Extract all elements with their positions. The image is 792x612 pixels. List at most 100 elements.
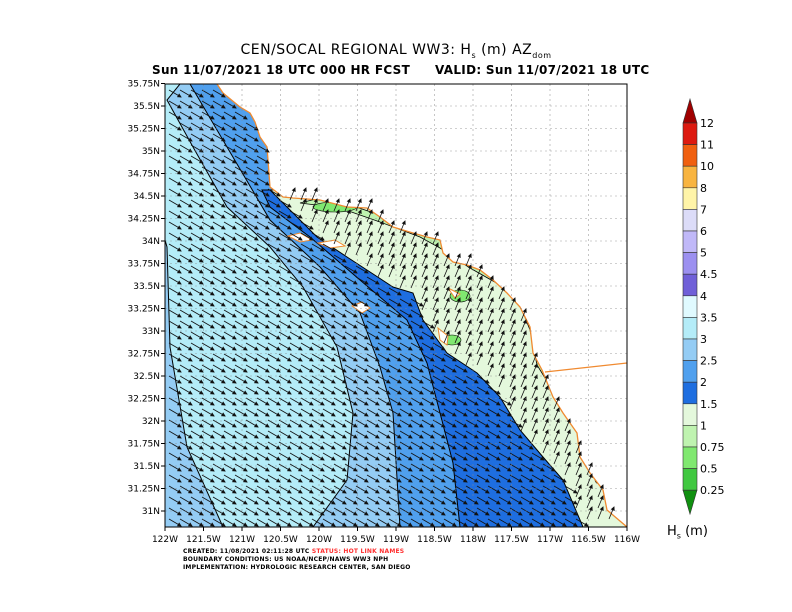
arrow-head [308, 368, 314, 373]
arrow-head [209, 401, 215, 406]
arrow-head [209, 445, 215, 450]
arrow-head [506, 423, 512, 428]
arrow-head [286, 346, 292, 351]
arrow-head [423, 286, 428, 291]
arrow-head [363, 313, 369, 318]
arrow-head [297, 214, 303, 219]
arrow-head [264, 203, 270, 208]
arrow-head [187, 346, 193, 351]
arrow-head [407, 412, 413, 417]
arrow-head [242, 390, 248, 395]
colorbar-box [682, 381, 698, 405]
arrow-head [341, 390, 347, 395]
arrow-head [291, 187, 296, 192]
arrow-head [319, 511, 325, 516]
arrow-head [253, 379, 259, 384]
arrow-head [379, 220, 384, 225]
arrow-head [308, 247, 314, 252]
arrow-head [407, 401, 413, 406]
arrow-head [478, 319, 483, 324]
arrow-head [368, 209, 373, 214]
lat-label: 35N [142, 147, 160, 157]
arrow-head [363, 522, 369, 527]
arrow-head [187, 269, 193, 274]
arrow-head [176, 522, 182, 527]
arrow-head [231, 247, 237, 252]
arrow-head [198, 137, 204, 142]
arrow-head [429, 478, 435, 483]
arrow-head [429, 423, 435, 428]
arrow-head [231, 302, 237, 307]
arrow-head [484, 412, 490, 417]
arrow-head [462, 423, 468, 428]
arrow-head [363, 500, 369, 505]
arrow-head [242, 115, 248, 120]
arrow-head [462, 511, 468, 516]
arrow-head [297, 434, 303, 439]
title-domain: dom [532, 50, 552, 60]
arrow-head [242, 489, 248, 494]
arrow-head [385, 489, 391, 494]
arrow-head [264, 434, 270, 439]
arrow-head [302, 198, 307, 203]
arrow-head [176, 500, 182, 505]
arrow-head [187, 225, 193, 230]
arrow-head [220, 412, 226, 417]
arrow-head [242, 214, 248, 219]
arrow-head [242, 203, 248, 208]
arrow-head [385, 478, 391, 483]
arrow-head [297, 280, 303, 285]
arrow-head [374, 401, 380, 406]
arrow-head [286, 522, 292, 527]
lat-label: 34.5N [133, 192, 160, 202]
arrow-head [297, 467, 303, 472]
arrow-head [423, 253, 428, 258]
arrow-head [264, 159, 270, 164]
arrow-head [286, 324, 292, 329]
colorbar-level-label: 8 [700, 182, 707, 195]
arrow-head [264, 302, 270, 307]
arrow-head [495, 467, 501, 472]
arrow-head [577, 451, 582, 456]
arrow-head [209, 137, 215, 142]
arrow-head [286, 258, 292, 263]
arrow-head [330, 269, 336, 274]
arrow-head [187, 445, 193, 450]
arrow-head [220, 192, 226, 197]
arrow-head [456, 286, 461, 291]
title-text: CEN/SOCAL REGIONAL WW3: H [240, 42, 472, 58]
arrow-head [429, 390, 435, 395]
arrow-head [550, 522, 556, 527]
arrow-head [440, 500, 446, 505]
arrow-head [363, 280, 369, 285]
arrow-head [352, 467, 358, 472]
colorbar-level-label: 2.5 [700, 355, 718, 368]
arrow-head [220, 379, 226, 384]
arrow-head [220, 302, 226, 307]
arrow-head [264, 313, 270, 318]
arrow-head [467, 275, 472, 280]
arrow-head [220, 170, 226, 175]
arrow-head [418, 500, 424, 505]
arrow-head [363, 511, 369, 516]
arrow-head [319, 522, 325, 527]
colorbar-top-triangle [682, 97, 698, 124]
arrow-head [418, 511, 424, 516]
arrow-head [220, 126, 226, 131]
arrow-head [242, 434, 248, 439]
arrow-head [275, 192, 281, 197]
arrow-head [220, 357, 226, 362]
arrow-head [456, 264, 461, 269]
arrow-head [528, 456, 534, 461]
arrow-head [209, 247, 215, 252]
colorbar-label-unit: (m) [680, 524, 708, 539]
arrow-head [220, 335, 226, 340]
arrow-head [187, 93, 193, 98]
arrow-head [385, 368, 391, 373]
arrow-head [506, 478, 512, 483]
arrow-head [566, 451, 571, 456]
arrow-head [275, 214, 281, 219]
arrow-head [396, 324, 402, 329]
arrow-head [253, 313, 259, 318]
arrow-head [253, 335, 259, 340]
